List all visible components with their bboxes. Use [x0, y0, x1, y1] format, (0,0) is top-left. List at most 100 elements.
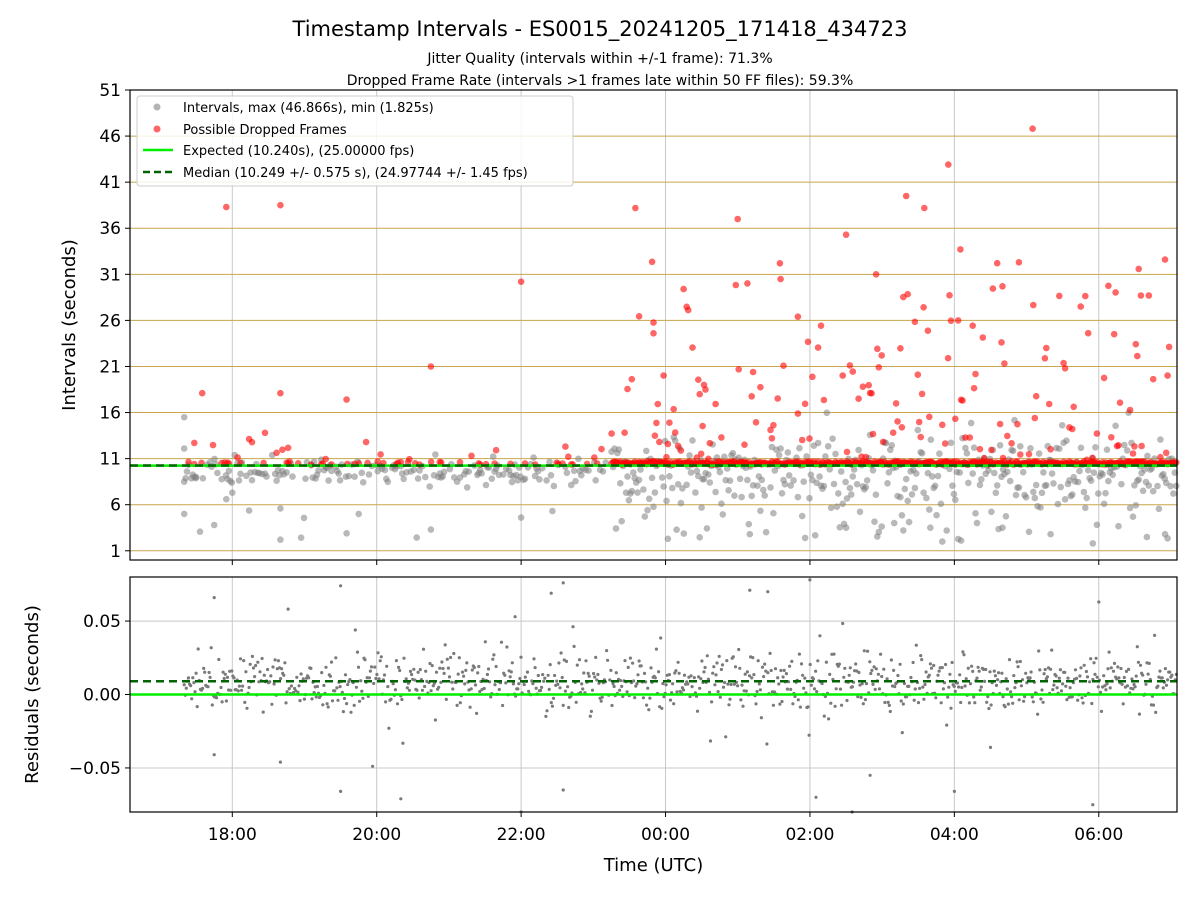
interval-point: [950, 490, 958, 498]
residual-point: [289, 684, 293, 688]
dropped-frame-point: [1041, 355, 1049, 362]
interval-point: [1004, 468, 1011, 476]
residual-point: [736, 684, 740, 688]
residual-point: [953, 689, 957, 694]
interval-point: [1173, 482, 1180, 490]
residual-point: [922, 697, 926, 701]
interval-point: [465, 468, 473, 475]
residual-point: [648, 696, 652, 700]
interval-point: [918, 450, 926, 457]
residual-point: [771, 703, 776, 707]
residual-point: [1043, 667, 1047, 672]
residual-point: [686, 682, 690, 686]
residual-point: [605, 649, 609, 653]
interval-point: [850, 466, 858, 473]
interval-point: [830, 480, 838, 488]
residual-point: [543, 676, 547, 680]
residual-point: [398, 668, 402, 673]
interval-point: [721, 453, 728, 461]
residual-point: [400, 697, 404, 702]
residual-point: [446, 666, 450, 670]
interval-point: [775, 451, 783, 459]
residual-point: [863, 698, 868, 702]
interval-point: [952, 496, 959, 504]
x-tick-label: 06:00: [1074, 825, 1123, 845]
dropped-frame-point: [941, 440, 949, 447]
residual-point: [1156, 684, 1160, 688]
x-axis-label: Time (UTC): [603, 855, 704, 876]
residual-point: [934, 696, 938, 700]
interval-point: [716, 468, 724, 476]
residual-point: [283, 661, 287, 665]
residual-point: [354, 685, 358, 689]
residual-point: [1009, 690, 1013, 694]
y-tick-label: 36: [99, 219, 121, 239]
dropped-frame-point: [732, 281, 740, 289]
interval-point: [1118, 480, 1125, 488]
interval-point: [1037, 504, 1044, 511]
residual-point: [243, 700, 247, 705]
interval-point: [585, 467, 592, 474]
residual-point: [220, 700, 224, 704]
residual-point: [702, 670, 706, 674]
residual-point: [682, 673, 687, 677]
interval-point: [336, 477, 344, 484]
interval-point: [300, 514, 308, 522]
interval-point: [277, 505, 284, 512]
residual-point: [779, 668, 783, 673]
dropped-frame-point: [744, 280, 751, 287]
residual-point: [667, 673, 672, 677]
residual-point: [887, 703, 891, 708]
interval-point: [744, 476, 751, 484]
interval-point: [933, 511, 940, 519]
residual-point: [994, 683, 999, 688]
dropped-frame-point: [972, 370, 979, 378]
residual-point: [202, 666, 206, 671]
residual-point: [447, 675, 452, 679]
residual-point: [832, 652, 836, 656]
dropped-frame-point: [843, 448, 851, 456]
residual-point: [606, 658, 610, 662]
dropped-frame-point: [741, 441, 748, 449]
dropped-frame-point: [768, 435, 776, 442]
interval-point: [602, 459, 610, 466]
residual-point: [889, 658, 894, 662]
residual-point: [1158, 669, 1162, 673]
interval-point: [666, 473, 673, 480]
residual-point: [777, 682, 781, 686]
residual-point: [430, 664, 434, 668]
interval-point: [180, 445, 188, 452]
residual-point: [1121, 702, 1125, 706]
dropped-frame-point: [902, 192, 910, 200]
residual-point: [1018, 659, 1022, 664]
interval-point: [725, 487, 732, 494]
residual-point: [184, 686, 188, 690]
residual-point: [870, 668, 874, 673]
interval-point: [410, 466, 418, 474]
dropped-frame-point: [608, 430, 615, 437]
residual-point: [286, 607, 290, 611]
residual-point: [1136, 660, 1140, 664]
dropped-frame-point: [664, 440, 672, 448]
interval-point: [719, 511, 727, 518]
residual-point: [620, 684, 624, 689]
residual-point: [1160, 676, 1164, 680]
residual-point: [677, 671, 681, 675]
residual-point: [463, 682, 467, 686]
interval-point: [801, 534, 809, 542]
dropped-frame-point: [1161, 256, 1169, 263]
residual-point: [744, 689, 748, 693]
residual-point: [924, 670, 928, 674]
interval-point: [746, 530, 754, 538]
residual-point: [612, 684, 616, 689]
interval-point: [824, 443, 832, 450]
dropped-frame-point: [918, 390, 926, 398]
dropped-frame-point: [343, 396, 350, 403]
interval-point: [687, 469, 695, 476]
residual-point: [961, 650, 965, 654]
residual-point: [241, 684, 245, 688]
residual-point: [715, 661, 719, 665]
residual-point: [927, 673, 931, 677]
residual-point: [987, 706, 991, 711]
interval-point: [413, 534, 421, 541]
